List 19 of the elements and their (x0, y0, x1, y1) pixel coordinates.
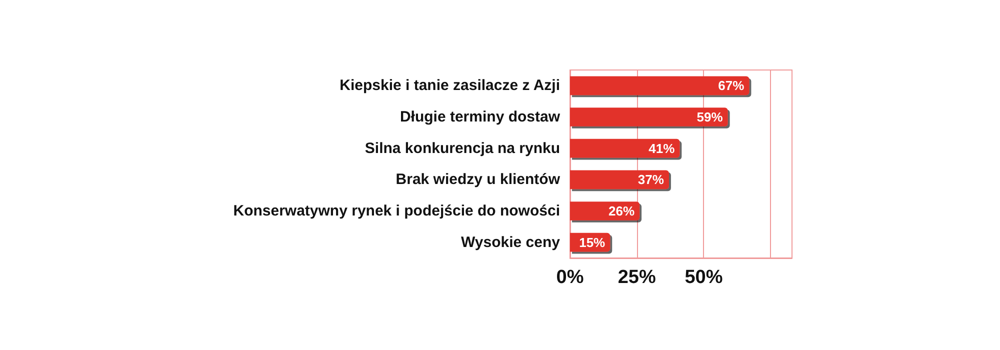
data-label: 67% (718, 78, 745, 94)
x-tick-label: 50% (684, 267, 723, 288)
data-label: 41% (648, 140, 676, 156)
y-tick-label: Wysokie ceny (461, 234, 561, 251)
bar (570, 138, 680, 158)
data-label: 15% (579, 234, 606, 250)
y-tick-label: Kiepskie i tanie zasilacze z Azji (340, 77, 560, 94)
data-label: 59% (696, 110, 724, 124)
x-tick-label: 25% (618, 267, 656, 288)
data-label: 26% (608, 204, 635, 218)
x-tick-label: 0% (556, 267, 584, 288)
y-tick-label: Długie terminy dostaw (400, 108, 560, 126)
bar (570, 170, 669, 190)
bar (570, 76, 750, 96)
y-tick-label: Brak wiedzy u klientów (396, 171, 560, 188)
y-tick-label: Silna konkurencja na rynku (364, 140, 560, 157)
bar (570, 108, 728, 126)
data-label: 37% (638, 172, 664, 188)
y-tick-label: Konserwatywny rynek i podejście do nowości (233, 202, 560, 220)
